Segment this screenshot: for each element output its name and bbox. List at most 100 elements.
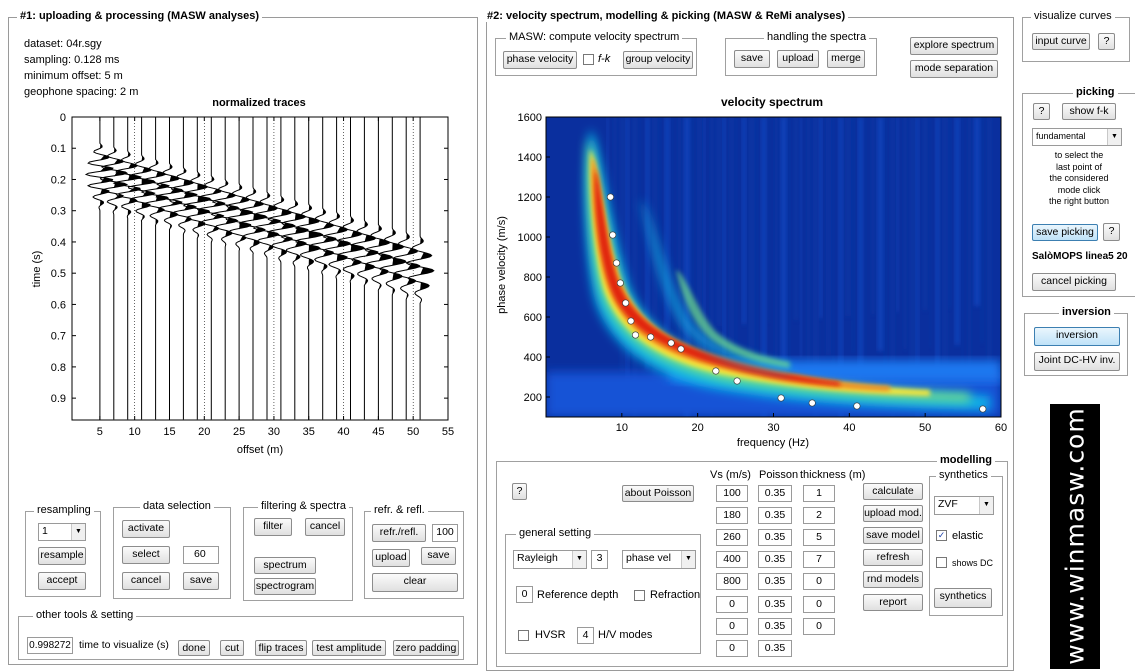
resample-button[interactable]: resample: [38, 547, 86, 565]
poisson-field[interactable]: 0.35: [758, 573, 792, 590]
time-to-visualize-field[interactable]: 0.998272: [27, 637, 73, 654]
resampling-select[interactable]: 1 ▼: [38, 523, 86, 541]
zvf-select[interactable]: ZVF ▼: [934, 496, 994, 515]
picked-point[interactable]: [777, 394, 785, 402]
cancel-filter-button[interactable]: cancel: [305, 518, 345, 536]
flip-traces-button[interactable]: flip traces: [255, 640, 307, 656]
picked-point[interactable]: [631, 331, 639, 339]
save-refr-button[interactable]: save: [421, 547, 456, 565]
thickness-field[interactable]: 0: [803, 618, 835, 635]
picked-point[interactable]: [733, 377, 741, 385]
picked-point[interactable]: [606, 193, 614, 201]
synthetics-button[interactable]: synthetics: [934, 588, 992, 608]
poisson-field[interactable]: 0.35: [758, 640, 792, 657]
velocity-type-select[interactable]: phase vel ▼: [622, 550, 696, 569]
explore-spectrum-button[interactable]: explore spectrum: [910, 37, 998, 55]
poisson-field[interactable]: 0.35: [758, 507, 792, 524]
reference-depth-field[interactable]: 0: [516, 586, 533, 603]
select-button[interactable]: select: [122, 546, 170, 564]
report-button[interactable]: report: [863, 594, 923, 611]
modelling-help-button[interactable]: ?: [512, 483, 527, 500]
rnd-models-button[interactable]: rnd models: [863, 571, 923, 588]
hv-modes-field[interactable]: 4: [577, 627, 594, 644]
thickness-field[interactable]: 0: [803, 573, 835, 590]
picked-point[interactable]: [613, 259, 621, 267]
thickness-field[interactable]: 1: [803, 485, 835, 502]
thickness-field[interactable]: 7: [803, 551, 835, 568]
test-amplitude-button[interactable]: test amplitude: [312, 640, 386, 656]
refraction-checkbox[interactable]: [634, 590, 645, 601]
filter-button[interactable]: filter: [254, 518, 292, 536]
picked-point[interactable]: [616, 279, 624, 287]
vs-field[interactable]: 100: [716, 485, 748, 502]
inversion-button[interactable]: inversion: [1034, 327, 1120, 346]
save-picking-button[interactable]: save picking: [1032, 224, 1098, 241]
upload-spectrum-button[interactable]: upload: [777, 50, 819, 68]
clear-button[interactable]: clear: [372, 573, 458, 592]
picked-point[interactable]: [647, 333, 655, 341]
thickness-field[interactable]: 0: [803, 596, 835, 613]
accept-button[interactable]: accept: [38, 572, 86, 590]
selection-value-field[interactable]: 60: [183, 546, 219, 564]
vs-field[interactable]: 0: [716, 596, 748, 613]
calculate-button[interactable]: calculate: [863, 483, 923, 500]
modes-count-field[interactable]: 3: [591, 550, 608, 569]
visualize-help-button[interactable]: ?: [1098, 33, 1115, 50]
activate-button[interactable]: activate: [122, 520, 170, 538]
picked-point[interactable]: [677, 345, 685, 353]
about-poisson-button[interactable]: about Poisson: [622, 485, 694, 502]
zero-padding-button[interactable]: zero padding: [393, 640, 459, 656]
picked-point[interactable]: [609, 231, 617, 239]
vs-field[interactable]: 180: [716, 507, 748, 524]
picked-point[interactable]: [853, 402, 861, 410]
poisson-field[interactable]: 0.35: [758, 529, 792, 546]
poisson-field[interactable]: 0.35: [758, 618, 792, 635]
picking-help-button[interactable]: ?: [1033, 103, 1050, 120]
poisson-field[interactable]: 0.35: [758, 551, 792, 568]
picked-point[interactable]: [622, 299, 630, 307]
save-selection-button[interactable]: save: [183, 572, 219, 590]
mode-separation-button[interactable]: mode separation: [910, 60, 998, 78]
elastic-checkbox[interactable]: ✓: [936, 530, 947, 541]
picked-point[interactable]: [808, 399, 816, 407]
picked-point[interactable]: [712, 367, 720, 375]
hvsr-checkbox[interactable]: [518, 630, 529, 641]
poisson-field[interactable]: 0.35: [758, 485, 792, 502]
poisson-field[interactable]: 0.35: [758, 596, 792, 613]
picked-point[interactable]: [627, 317, 635, 325]
picked-point[interactable]: [979, 405, 987, 413]
cancel-selection-button[interactable]: cancel: [122, 572, 170, 590]
spectrogram-button[interactable]: spectrogram: [254, 578, 316, 595]
joint-inversion-button[interactable]: Joint DC-HV inv.: [1034, 352, 1120, 371]
group-velocity-button[interactable]: group velocity: [623, 51, 693, 69]
save-spectrum-button[interactable]: save: [734, 50, 770, 68]
merge-button[interactable]: merge: [827, 50, 865, 68]
picked-point[interactable]: [667, 339, 675, 347]
thickness-field[interactable]: 5: [803, 529, 835, 546]
show-fk-button[interactable]: show f-k: [1062, 103, 1116, 120]
input-curve-button[interactable]: input curve: [1032, 33, 1090, 50]
mode-select[interactable]: fundamental ▼: [1032, 128, 1122, 146]
save-model-button[interactable]: save model: [863, 527, 923, 544]
refr-refl-button[interactable]: refr./refl.: [372, 524, 426, 542]
vs-field[interactable]: 0: [716, 618, 748, 635]
refresh-button[interactable]: refresh: [863, 549, 923, 566]
cancel-picking-button[interactable]: cancel picking: [1032, 273, 1116, 291]
upload-refr-button[interactable]: upload: [372, 549, 410, 567]
refr-value-field[interactable]: 100: [432, 524, 458, 542]
masw-compute-group: MASW: compute velocity spectrum: [495, 31, 697, 76]
vs-field[interactable]: 260: [716, 529, 748, 546]
vs-field[interactable]: 0: [716, 640, 748, 657]
thickness-field[interactable]: 2: [803, 507, 835, 524]
wave-type-select[interactable]: Rayleigh ▼: [513, 550, 587, 569]
fk-checkbox[interactable]: [583, 54, 594, 65]
cut-button[interactable]: cut: [220, 640, 244, 656]
done-button[interactable]: done: [178, 640, 210, 656]
shows-dc-checkbox[interactable]: [936, 557, 947, 568]
vs-field[interactable]: 400: [716, 551, 748, 568]
upload-model-button[interactable]: upload mod.: [863, 505, 923, 522]
phase-velocity-button[interactable]: phase velocity: [503, 51, 577, 69]
spectrum-button[interactable]: spectrum: [254, 557, 316, 574]
vs-field[interactable]: 800: [716, 573, 748, 590]
picking-help2-button[interactable]: ?: [1103, 223, 1120, 241]
